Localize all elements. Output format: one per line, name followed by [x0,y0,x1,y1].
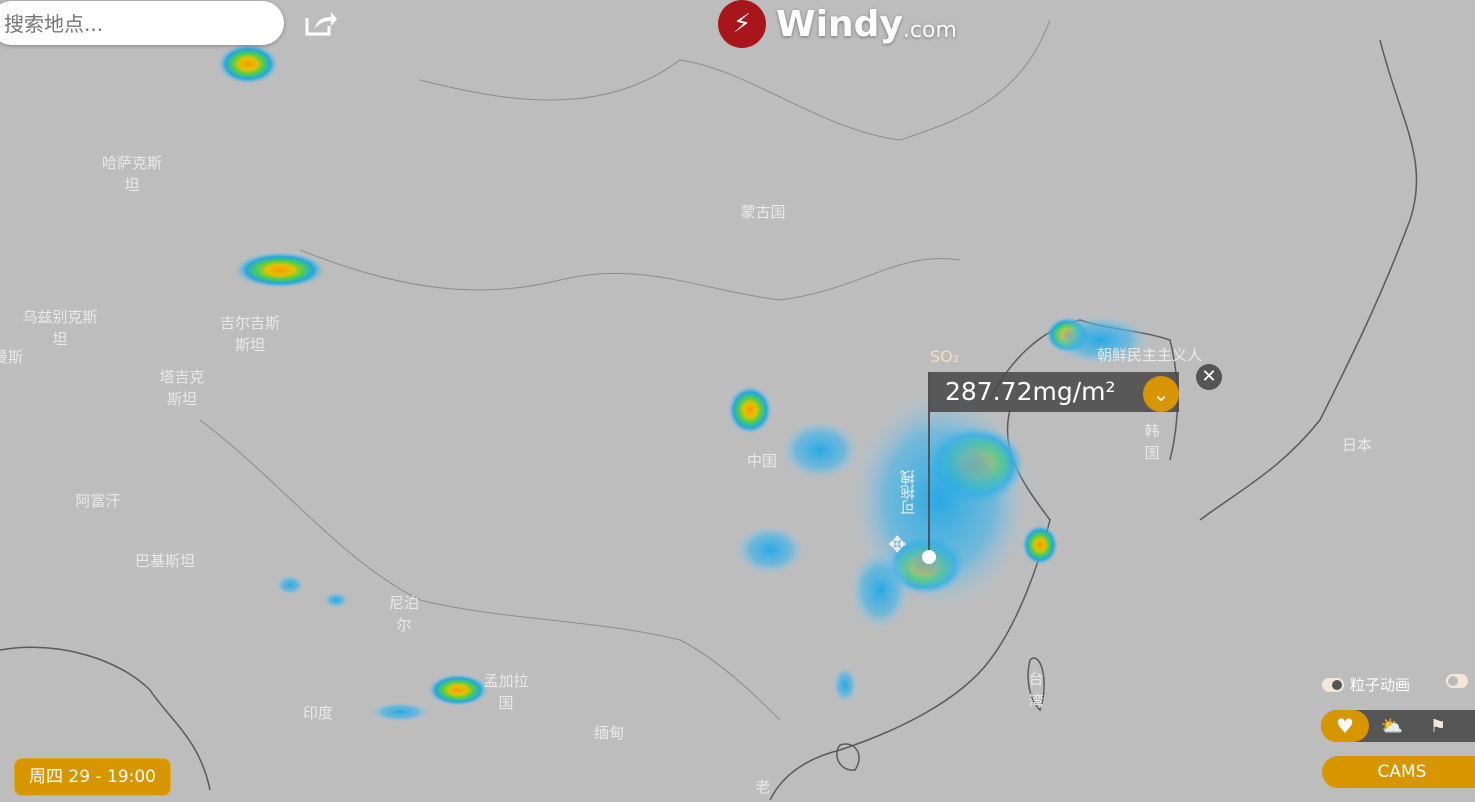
map-label: 日本 [1341,436,1372,454]
search-input[interactable] [2,11,266,37]
map-label: 吉尔吉斯 斯坦 [219,314,280,354]
so2-concentration-blob [218,44,278,84]
so2-concentration-blob [235,252,325,288]
timestamp-badge[interactable]: 周四 29 - 19:00 [14,758,171,796]
so2-concentration-blob [850,390,1030,610]
map-label: 巴基斯坦 [134,552,195,570]
map-label: 蒙古国 [740,203,786,221]
windy-logo[interactable]: ⚡ Windy .com [718,0,957,48]
so2-concentration-blob [850,550,910,630]
logo-suffix: .com [902,17,957,43]
so2-concentration-blob [780,420,860,480]
close-icon[interactable]: ✕ [1196,364,1222,390]
drag-hint: 可拖拽 [899,470,917,515]
particles-toggle[interactable]: 粒子动画 [1322,674,1410,695]
map-label: 韩 国 [1144,422,1160,462]
windy-logo-icon: ⚡ [718,0,766,48]
map-label: 中国 [746,452,777,470]
map-label: 曼斯 [0,348,23,366]
map-label: 印度 [302,704,333,722]
weather-icon[interactable]: ⛅ [1380,715,1404,737]
heart-icon[interactable]: ♥ [1321,710,1369,742]
so2-concentration-blob [1022,525,1058,565]
share-icon[interactable] [303,8,337,42]
so2-concentration-blob [735,525,805,575]
map-label: 哈萨克斯 坦 [101,154,162,194]
model-button[interactable]: CAMS [1322,756,1475,788]
so2-concentration-blob [1050,315,1150,365]
so2-concentration-blob [428,674,488,706]
map-label: 老 [755,778,771,796]
map-label: 尼泊 尔 [388,594,419,634]
map-label: 台 湾 [1028,670,1044,710]
chevron-down-icon[interactable]: ⌄ [1143,376,1179,412]
secondary-toggle[interactable] [1446,674,1474,688]
map-label: 缅甸 [593,724,624,742]
so2-concentration-blob [833,667,857,703]
particles-label: 粒子动画 [1350,676,1411,694]
so2-concentration-blob [728,386,772,434]
map-label: 孟加拉 国 [483,672,529,712]
map-label: 乌兹别克斯 坦 [22,308,98,348]
map-label: 塔吉克 斯坦 [159,368,205,408]
windsock-icon[interactable]: ⚑ [1429,715,1447,737]
map-label: 阿富汗 [75,492,121,510]
so2-concentration-blob [276,575,304,595]
picker-value: 287.72mg/m² [929,372,1179,412]
toggle-switch-icon[interactable] [1446,674,1468,688]
move-icon[interactable]: ✥ [888,533,907,558]
so2-concentration-blob [370,702,430,722]
picker-line [928,372,930,558]
search-box[interactable] [0,1,284,45]
picker-dot[interactable] [922,550,936,564]
logo-text: Windy [776,3,903,45]
layer-menu-bar: ♥ ⛅ ⚑ [1321,710,1475,742]
picker-layer-label: SO₂ [930,347,960,366]
map-label: 朝鲜民主主义人 [1097,346,1203,364]
toggle-switch-icon[interactable] [1322,677,1344,692]
so2-concentration-blob [324,592,348,608]
